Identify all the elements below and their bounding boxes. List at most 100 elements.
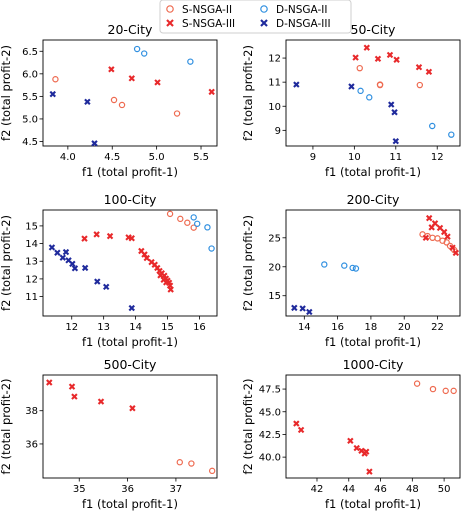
x-tick-label: 50 — [438, 484, 451, 495]
plot-frame — [42, 39, 218, 147]
data-point — [450, 387, 457, 395]
data-point — [392, 137, 399, 145]
x-tick-label: 14 — [298, 322, 311, 333]
data-point — [173, 110, 181, 117]
data-point — [163, 279, 170, 286]
x-tick-label: 11 — [389, 152, 402, 163]
data-point — [434, 235, 441, 242]
series-s-nsga-ii — [166, 210, 197, 231]
x-axis-label: f1 (total profit-1) — [82, 335, 178, 349]
data-point — [352, 54, 359, 61]
data-point — [349, 264, 356, 272]
data-point — [62, 248, 70, 256]
legend-label-s-nsga-iii: S-NSGA-III — [182, 18, 235, 30]
data-point — [128, 304, 135, 312]
x-tick-label: 44 — [342, 484, 355, 495]
data-point — [128, 235, 135, 242]
chart-title: 1000-City — [343, 357, 404, 372]
y-tick-label: 40.0 — [259, 453, 281, 464]
y-tick-label: 45.0 — [259, 407, 281, 418]
data-point — [429, 385, 437, 393]
panel-200-city: 200-City 14 16 18 20 22 15 20 25 f1 (total profit… — [241, 192, 461, 349]
y-tick-label: 13 — [25, 257, 38, 268]
x-axis-label: f1 (total profit-1) — [82, 497, 178, 511]
y-axis-label: f2 (total profit-2) — [0, 379, 13, 475]
y-tick-label: 12 — [25, 274, 38, 285]
data-point — [391, 109, 398, 116]
data-point — [204, 224, 211, 231]
chart-title: 200-City — [347, 192, 400, 207]
data-point — [128, 75, 135, 82]
y-tick-label: 15 — [268, 291, 281, 302]
series-s-nsga-iii — [46, 379, 136, 412]
series-d-nsga-ii — [321, 261, 360, 272]
data-point — [184, 219, 191, 226]
data-point — [366, 94, 373, 101]
chart-title: 20-City — [108, 22, 154, 37]
data-point — [194, 220, 201, 227]
data-point — [71, 393, 78, 400]
series-s-nsga-iii — [108, 66, 215, 96]
series-s-nsga-iii — [422, 214, 460, 257]
data-point — [108, 66, 115, 73]
data-point — [52, 76, 59, 83]
data-point — [208, 245, 215, 252]
y-axis-label: f2 (total profit-2) — [0, 45, 13, 141]
series-d-nsga-ii — [190, 214, 215, 252]
data-point — [84, 98, 91, 106]
data-point — [103, 283, 110, 291]
x-axis-label: f1 (total profit-1) — [82, 165, 178, 179]
data-point — [71, 265, 79, 272]
panel-500-city: 500-City 35 36 37 36 38 f1 (total profit-1) f2 … — [0, 357, 218, 511]
data-point — [442, 387, 449, 395]
series-d-nsga-iii — [49, 90, 98, 147]
chart-title: 100-City — [104, 192, 157, 207]
data-point — [291, 304, 298, 312]
x-tick-label: 16 — [331, 322, 344, 333]
data-point — [376, 81, 384, 89]
data-point — [97, 398, 105, 405]
y-tick-label: 6.0 — [22, 69, 38, 80]
y-tick-label: 5.5 — [22, 92, 38, 103]
data-point — [129, 405, 136, 412]
data-point — [306, 308, 313, 316]
data-point — [446, 242, 454, 250]
data-point — [352, 265, 360, 272]
y-tick-label: 36 — [25, 439, 38, 450]
x-axis-label: f1 (total profit-1) — [325, 165, 421, 179]
y-tick-label: 12 — [268, 54, 281, 65]
series-s-nsga-ii — [176, 459, 216, 475]
x-tick-label: 20 — [398, 322, 411, 333]
y-axis-label: f2 (total profit-2) — [241, 379, 255, 475]
x-tick-label: 9 — [310, 152, 316, 163]
y-tick-label: 10 — [268, 102, 281, 113]
panel-20-city: 20-City 4.0 4.5 5.0 5.5 4.5 5.0 5.5 6.0 6.5 f1 (to… — [0, 22, 218, 179]
data-point — [208, 88, 215, 96]
legend-entry-s-nsga-ii: S-NSGA-II — [166, 4, 232, 16]
data-point — [190, 224, 197, 231]
data-point — [452, 249, 460, 257]
y-tick-label: 14 — [25, 239, 38, 250]
data-point — [443, 239, 450, 246]
data-point — [361, 450, 368, 457]
plot-frame — [42, 209, 218, 317]
data-point — [428, 224, 435, 231]
data-point — [321, 261, 328, 268]
data-point — [208, 467, 216, 475]
series-d-nsga-iii — [291, 304, 313, 316]
data-point — [348, 83, 355, 90]
y-axis-label: f2 (total profit-2) — [241, 45, 255, 141]
data-point — [299, 305, 306, 312]
y-tick-label: 4.5 — [22, 137, 38, 148]
data-point — [356, 64, 363, 72]
data-point — [106, 232, 114, 240]
legend-label-d-nsga-iii: D-NSGA-III — [276, 18, 331, 30]
y-tick-label: 38 — [25, 406, 38, 417]
x-tick-label: 13 — [97, 322, 110, 333]
x-tick-label: 48 — [406, 484, 419, 495]
x-tick-label: 14 — [129, 322, 142, 333]
data-point — [54, 249, 61, 256]
x-tick-label: 4.5 — [104, 152, 120, 163]
legend-marker-s-nsga-ii — [166, 5, 174, 13]
